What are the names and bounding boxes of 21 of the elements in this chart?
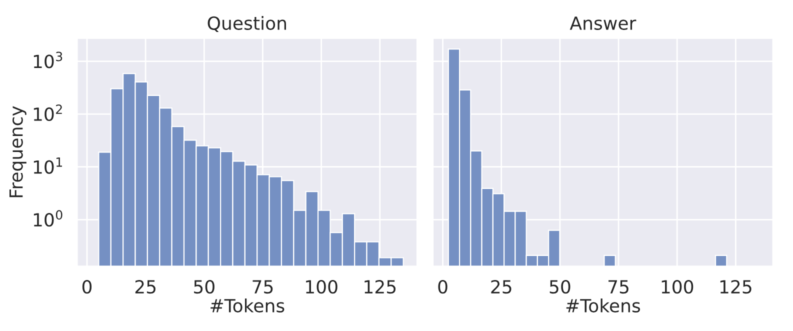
- x-tick-label: 0: [82, 280, 92, 294]
- x-tick-label: 125: [364, 280, 396, 294]
- x-axis-title: #Tokens: [210, 298, 284, 312]
- y-axis-title: Frequency: [9, 106, 26, 198]
- x-tick-label: 0: [438, 280, 448, 294]
- y-tick-label: 10$^{2}$: [34, 104, 62, 122]
- x-tick-label: 100: [662, 280, 694, 294]
- x-tick-label: 75: [608, 280, 628, 294]
- chart-title: Question: [208, 16, 286, 32]
- x-tick-label: 75: [252, 280, 273, 294]
- chart-title: Answer: [570, 16, 636, 30]
- x-tick-label: 50: [550, 280, 570, 294]
- x-tick-label: 125: [720, 280, 752, 294]
- x-axis-title: #Tokens: [566, 298, 640, 312]
- x-tick-label: 25: [135, 280, 156, 294]
- y-tick-label: 10$^{3}$: [34, 52, 62, 68]
- y-tick-label: 10$^{1}$: [34, 157, 62, 174]
- y-tick-label: 10$^{0}$: [34, 210, 62, 227]
- x-tick-label: 50: [194, 280, 214, 294]
- x-tick-label: 100: [306, 280, 338, 294]
- x-tick-label: 25: [491, 280, 512, 294]
